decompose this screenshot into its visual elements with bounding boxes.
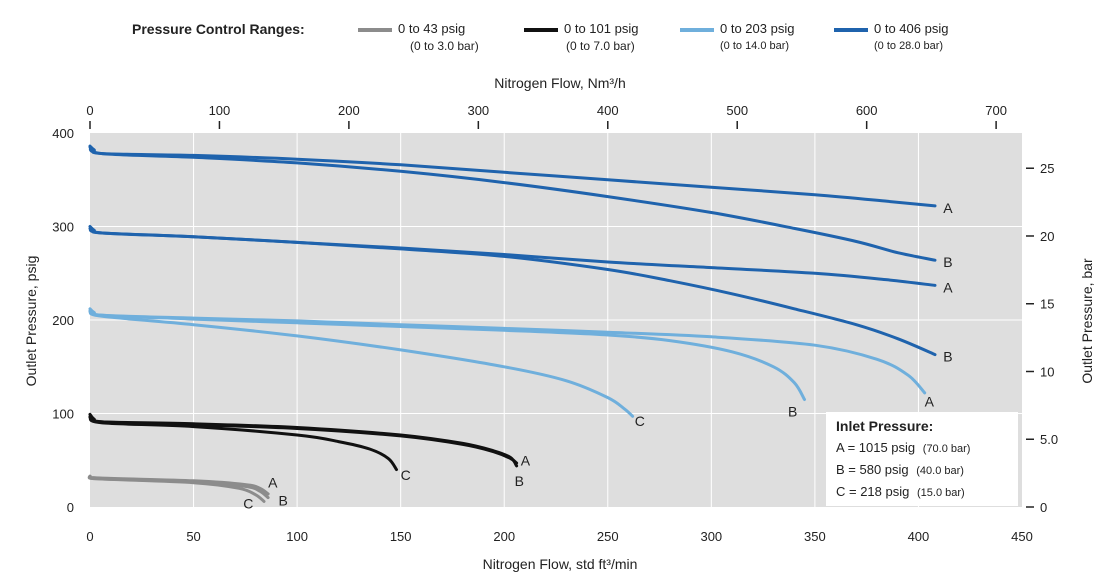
inlet-box-title: Inlet Pressure: (836, 418, 933, 434)
y-tick-label: 100 (52, 407, 74, 422)
inlet-line-b-sub: (40.0 bar) (916, 465, 964, 477)
x-tick-label: 200 (493, 529, 515, 544)
legend-title: Pressure Control Ranges: (132, 21, 305, 37)
x2-tick-label: 300 (467, 103, 489, 118)
y2-tick-label: 25 (1040, 161, 1054, 176)
inlet-line-c-sub: (15.0 bar) (917, 487, 965, 499)
axes: 0 50 100 150 200 250 300 350 400 4500100200300400… (52, 103, 1058, 544)
x2-tick-label: 200 (338, 103, 360, 118)
legend-item-406-bar: (0 to 28.0 bar) (874, 40, 943, 52)
curve-label-b: B (943, 254, 952, 270)
curve-label-b: B (943, 348, 952, 364)
legend-item-43-bar: (0 to 3.0 bar) (410, 39, 479, 53)
inlet-line-a: A = 1015 psig (70.0 bar) (836, 440, 970, 455)
curve-label-a: A (925, 393, 935, 409)
curve-label-a: A (521, 452, 531, 468)
legend-item-203-psig: 0 to 203 psig (720, 21, 794, 36)
inlet-box-bg (826, 412, 1018, 506)
x2-tick-label: 400 (597, 103, 619, 118)
x2-tick-label: 500 (726, 103, 748, 118)
series-line-101-psig-c (88, 415, 398, 472)
y-tick-label: 400 (52, 126, 74, 141)
curve-label-a: A (943, 279, 953, 295)
x-tick-label: 300 (700, 529, 722, 544)
curve-label-a: A (268, 475, 278, 491)
inlet-line-b-main: B = 580 psig (836, 462, 909, 477)
x-tick-label: 400 (908, 529, 930, 544)
series-line-203-psig-c (88, 310, 635, 418)
x2-tick-label: 600 (856, 103, 878, 118)
series-line-203-psig-b (88, 309, 806, 401)
x2-tick-label: 100 (209, 103, 231, 118)
y2-tick-label: 10 (1040, 364, 1054, 379)
series-line-43-psig-c (87, 475, 266, 503)
series-line-406-psig-b (88, 226, 937, 357)
x-tick-label: 350 (804, 529, 826, 544)
legend-item-406-psig: 0 to 406 psig (874, 21, 948, 36)
legend-item-101-bar: (0 to 7.0 bar) (566, 39, 635, 53)
bottom-axis-title: Nitrogen Flow, std ft³/min (483, 556, 638, 572)
curve-label-c: C (635, 413, 645, 429)
x-tick-label: 450 (1011, 529, 1033, 544)
curve-label-b: B (278, 492, 287, 508)
legend-item-43-psig: 0 to 43 psig (398, 21, 465, 36)
x2-tick-label: 700 (985, 103, 1007, 118)
curve-label-b: B (515, 473, 524, 489)
x-tick-label: 100 (286, 529, 308, 544)
inlet-line-c-main: C = 218 psig (836, 484, 909, 499)
curve-label-a: A (943, 200, 953, 216)
inlet-line-c: C = 218 psig (15.0 bar) (836, 484, 965, 499)
y-tick-label: 0 (67, 500, 74, 515)
x-tick-label: 0 (86, 529, 93, 544)
y-tick-label: 300 (52, 220, 74, 235)
inlet-line-b: B = 580 psig (40.0 bar) (836, 462, 964, 477)
x-tick-label: 150 (390, 529, 412, 544)
y-tick-label: 200 (52, 313, 74, 328)
curve-label-b: B (788, 404, 797, 420)
legend: Pressure Control Ranges: 0 to 43 psig (0… (132, 21, 948, 53)
inlet-line-a-sub: (70.0 bar) (923, 443, 971, 455)
data-series (87, 144, 937, 503)
x2-tick-label: 0 (86, 103, 93, 118)
x-tick-label: 250 (597, 529, 619, 544)
curve-label-c: C (243, 495, 253, 511)
x-tick-label: 50 (186, 529, 200, 544)
top-axis-title: Nitrogen Flow, Nm³/h (494, 75, 625, 91)
legend-item-101-psig: 0 to 101 psig (564, 21, 638, 36)
y2-tick-label: 5.0 (1040, 432, 1058, 447)
y2-tick-label: 20 (1040, 229, 1054, 244)
series-line-406-psig-b (88, 145, 937, 262)
inlet-pressure-box: Inlet Pressure: A = 1015 psig (70.0 bar)… (826, 412, 1018, 506)
left-axis-title: Outlet Pressure, psig (23, 256, 39, 387)
right-axis-title: Outlet Pressure, bar (1079, 258, 1095, 384)
inlet-line-a-main: A = 1015 psig (836, 440, 915, 455)
legend-item-203-bar: (0 to 14.0 bar) (720, 40, 789, 52)
y2-tick-label: 15 (1040, 297, 1054, 312)
y2-tick-label: 0 (1040, 500, 1047, 515)
curve-label-c: C (401, 467, 411, 483)
